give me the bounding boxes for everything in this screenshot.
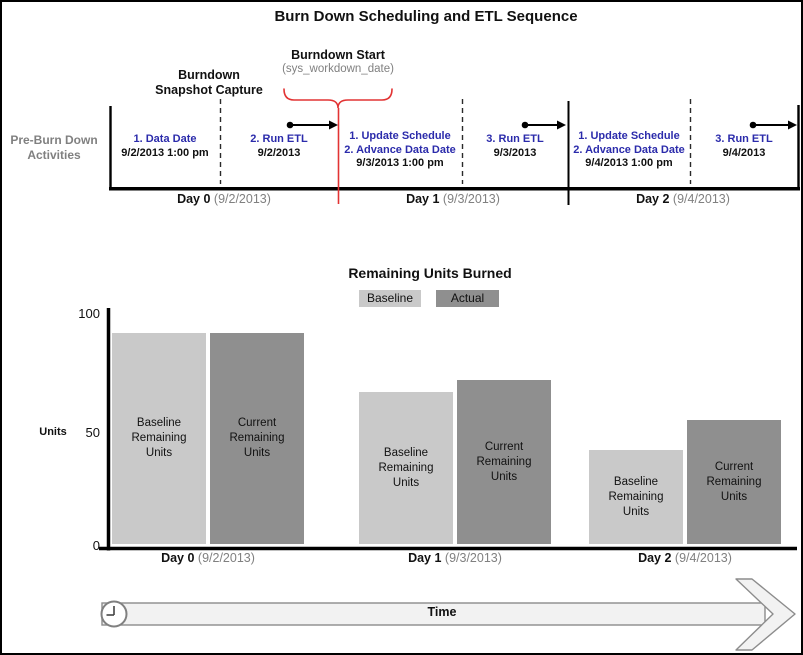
run-etl-arrow-day2: [749, 120, 797, 130]
y-axis-label: Units: [39, 426, 67, 438]
legend-item-actual: Actual: [436, 290, 499, 307]
day-name: Day 2: [636, 192, 670, 206]
burndown-start-sublabel: (sys_workdown_date): [282, 63, 394, 75]
day-date: (9/4/2013): [672, 192, 730, 206]
timeline-event-run-etl-day2: 3. Run ETL 9/4/2013: [689, 133, 799, 160]
bar-label: Baseline Remaining Units: [608, 475, 664, 518]
event-step-label: 3. Run ETL: [715, 133, 773, 145]
event-step-label: 2. Advance Data Date: [344, 143, 456, 156]
timeline-event-run-etl-day1: 3. Run ETL 9/3/2013: [460, 133, 570, 160]
event-step-label: 1. Update Schedule: [349, 130, 451, 142]
bar-label: Current Remaining Units: [229, 417, 285, 459]
time-arrow-label: Time: [427, 605, 457, 619]
bar-actual-day2: Current Remaining Units: [687, 420, 781, 544]
legend-item-baseline: Baseline: [359, 290, 421, 307]
event-date-label: 9/2/2013 1:00 pm: [121, 146, 209, 159]
y-tick-50: 50: [85, 425, 100, 440]
event-date-label: 9/3/2013: [493, 146, 537, 159]
chart-x-label-day2: Day 2 (9/4/2013): [605, 551, 765, 565]
event-date-label: 9/4/2013 1:00 pm: [585, 157, 673, 169]
bar-label: Current Remaining Units: [706, 460, 762, 503]
clock-icon: [100, 600, 128, 628]
pre-burn-down-label: Pre-Burn Down Activities: [10, 133, 98, 162]
event-date-label: 9/3/2013 1:00 pm: [356, 157, 444, 169]
page-title: Burn Down Scheduling and ETL Sequence: [274, 8, 578, 25]
bar-baseline-day0: Baseline Remaining Units: [112, 333, 206, 544]
timeline-day0-label: Day 0 (9/2/2013): [144, 192, 304, 206]
timeline-event-update-schedule-day2: 1. Update Schedule 2. Advance Data Date …: [571, 130, 687, 171]
timeline-day2-label: Day 2 (9/4/2013): [603, 192, 763, 206]
chart-x-label-day0: Day 0 (9/2/2013): [128, 551, 288, 565]
day-name: Day 1: [408, 551, 442, 565]
run-etl-arrow-day1: [521, 120, 566, 130]
burndown-start-brace-icon: [283, 88, 393, 109]
burndown-start-label: Burndown Start: [291, 48, 385, 62]
run-etl-arrow-day0: [286, 120, 338, 130]
chart-x-label-day1: Day 1 (9/3/2013): [375, 551, 535, 565]
timeline-axis: [109, 187, 800, 191]
day-name: Day 0: [177, 192, 211, 206]
y-tick-100: 100: [78, 306, 100, 321]
event-step-label: 3. Run ETL: [486, 133, 544, 145]
chart-title: Remaining Units Burned: [348, 265, 512, 281]
day-date: (9/4/2013): [674, 551, 732, 565]
event-date-label: 9/4/2013: [722, 146, 766, 159]
bar-baseline-day2: Baseline Remaining Units: [589, 450, 683, 544]
event-step-label: 2. Advance Data Date: [573, 143, 685, 156]
y-tick-0: 0: [92, 538, 100, 553]
timeline-day1-label: Day 1 (9/3/2013): [373, 192, 533, 206]
time-arrow-head: [735, 578, 796, 651]
bar-label: Baseline Remaining Units: [131, 417, 187, 459]
day-name: Day 0: [161, 551, 195, 565]
timeline-event-run-etl-day0: 2. Run ETL 9/2/2013: [224, 133, 334, 160]
bar-actual-day1: Current Remaining Units: [457, 380, 551, 544]
day-name: Day 1: [406, 192, 440, 206]
bar-label: Current Remaining Units: [476, 440, 532, 483]
bar-actual-day0: Current Remaining Units: [210, 333, 304, 544]
day-date: (9/3/2013): [442, 192, 500, 206]
day-date: (9/2/2013): [197, 551, 255, 565]
timeline-event-data-date: 1. Data Date 9/2/2013 1:00 pm: [106, 133, 224, 160]
event-step-label: 2. Run ETL: [250, 133, 308, 145]
day-name: Day 2: [638, 551, 672, 565]
day-date: (9/2/2013): [213, 192, 271, 206]
snapshot-capture-label: Burndown Snapshot Capture: [155, 68, 263, 97]
timeline-event-update-schedule-day1: 1. Update Schedule 2. Advance Data Date …: [342, 130, 458, 171]
bar-label: Baseline Remaining Units: [378, 446, 434, 489]
bar-baseline-day1: Baseline Remaining Units: [359, 392, 453, 544]
day-date: (9/3/2013): [444, 551, 502, 565]
event-date-label: 9/2/2013: [257, 146, 301, 159]
event-step-label: 1. Data Date: [133, 133, 197, 145]
event-step-label: 1. Update Schedule: [578, 130, 680, 142]
